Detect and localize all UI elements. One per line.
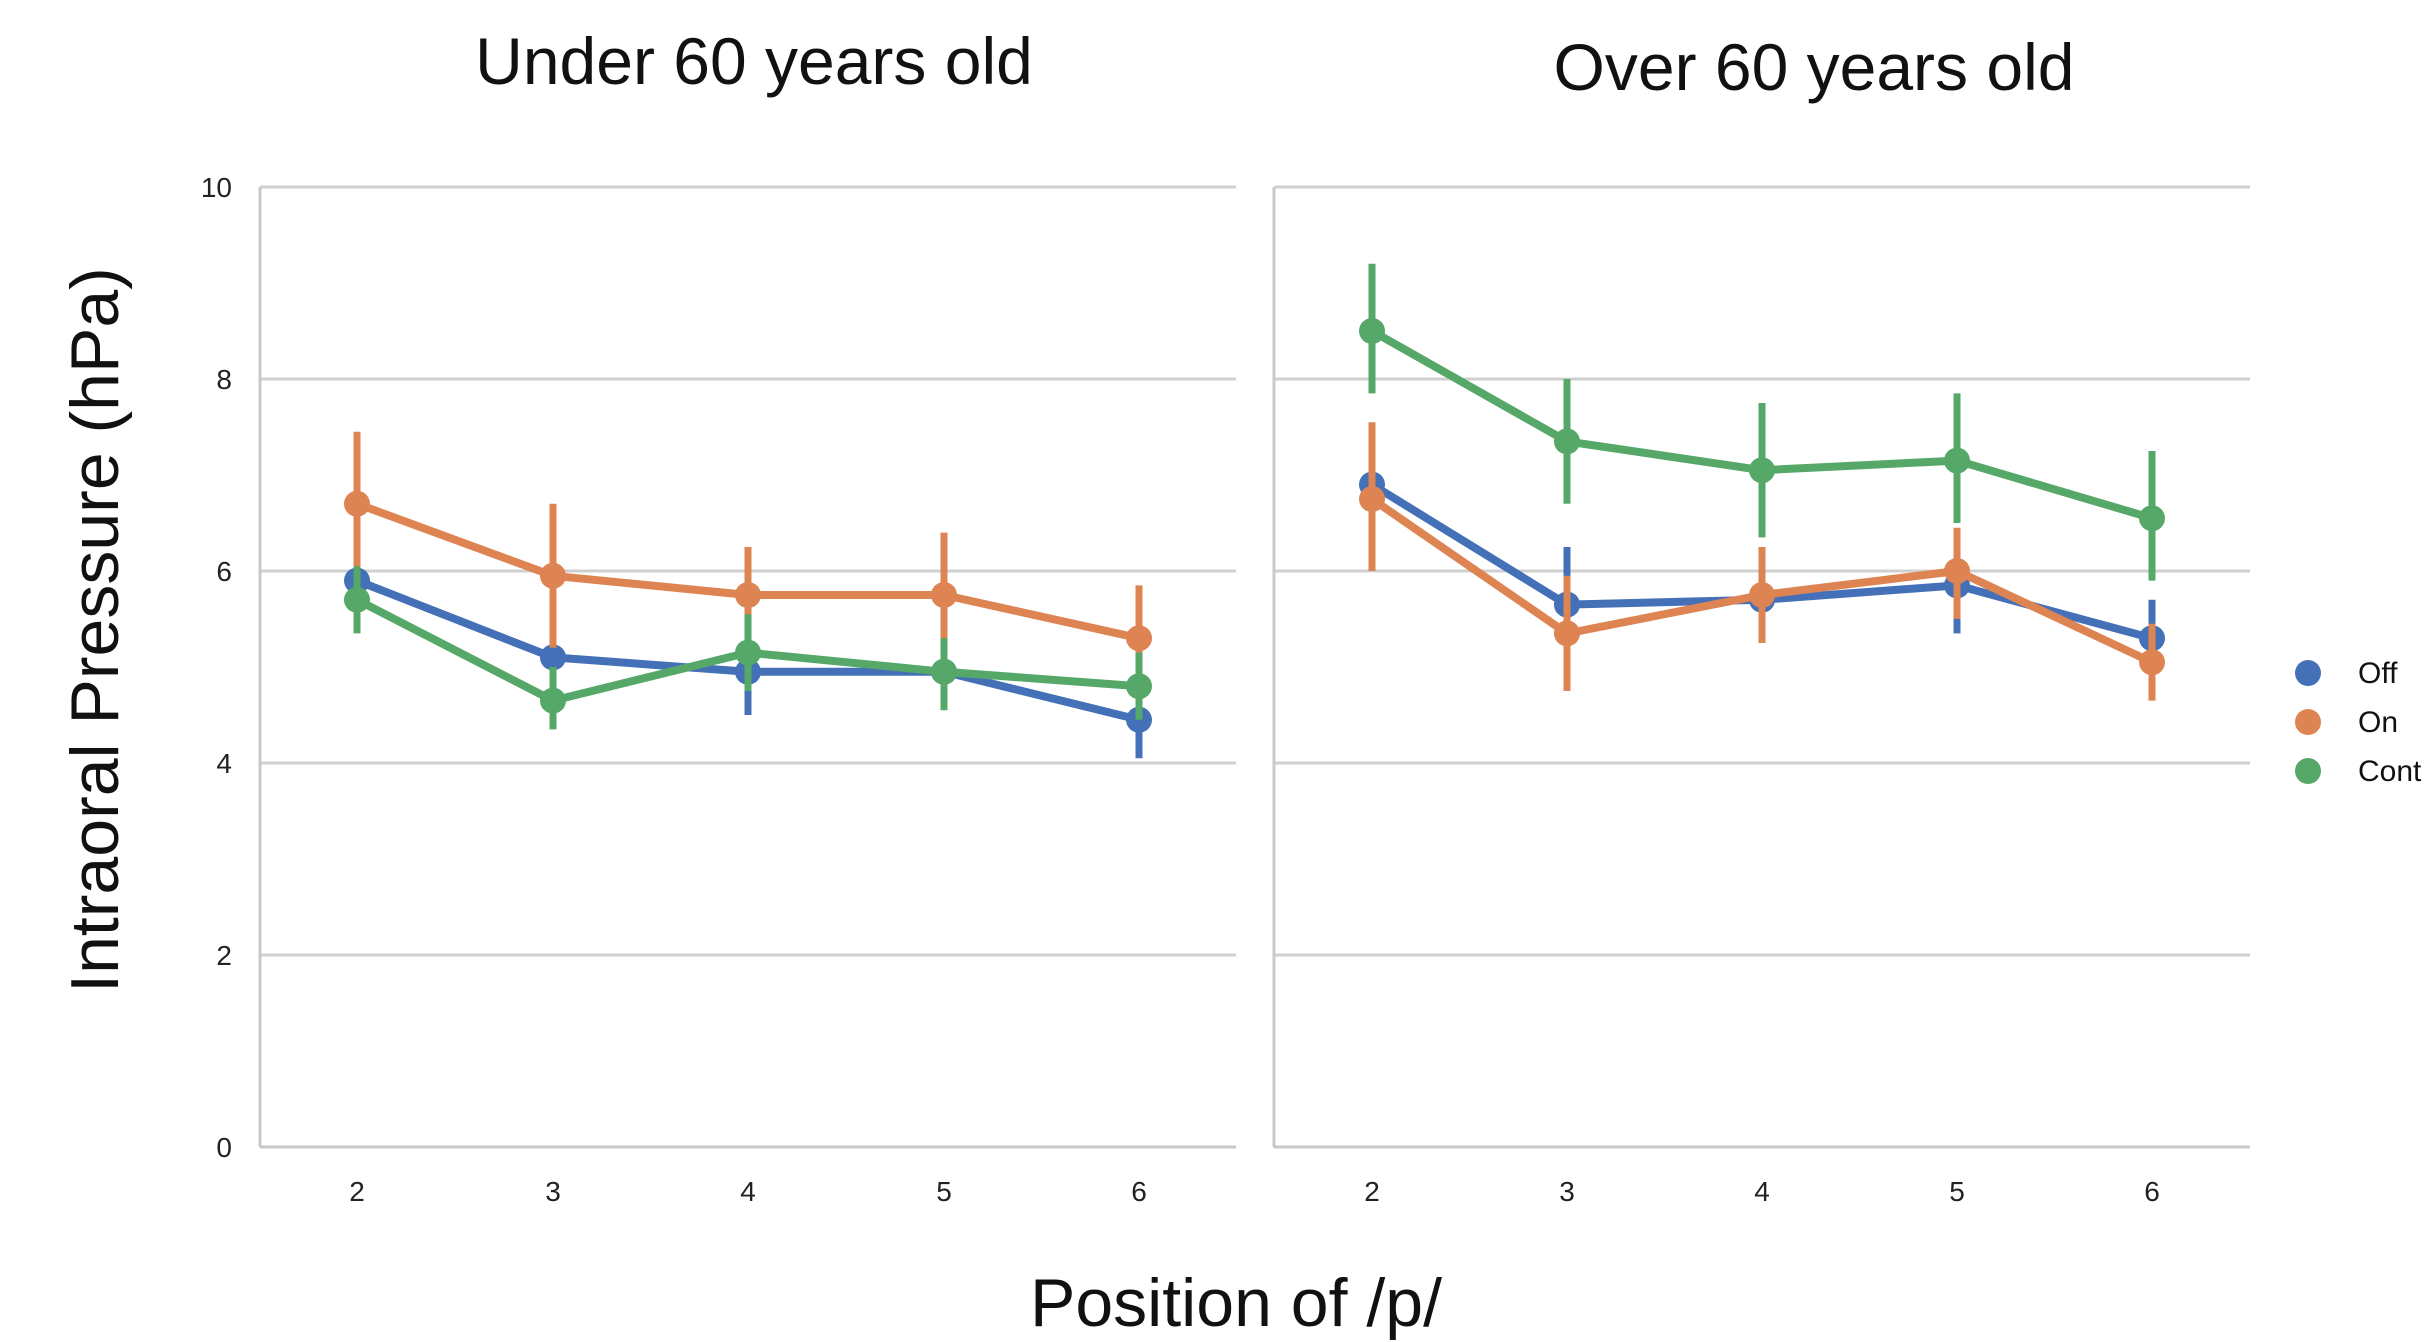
data-point xyxy=(1554,620,1580,647)
data-point xyxy=(1554,428,1580,455)
x-tick-label: 5 xyxy=(936,1176,952,1207)
legend-item-off: Off xyxy=(2295,657,2398,690)
legend-marker xyxy=(2295,758,2321,784)
x-tick-label: 6 xyxy=(2144,1176,2160,1207)
data-point xyxy=(540,644,566,671)
panel-title-over-60: Over 60 years old xyxy=(1554,30,2075,104)
x-axis-title: Position of /p/ xyxy=(1030,1265,1442,1341)
y-tick-label: 0 xyxy=(216,1132,232,1163)
legend-label: Cont xyxy=(2358,755,2422,788)
series-cont xyxy=(1359,263,2165,581)
series-on xyxy=(1359,422,2165,701)
data-point xyxy=(1749,457,1775,484)
data-point xyxy=(344,490,370,517)
data-point xyxy=(2139,649,2165,676)
data-point xyxy=(1359,318,1385,344)
x-tick-label: 4 xyxy=(1754,1176,1770,1207)
x-tick-label: 5 xyxy=(1949,1176,1965,1207)
legend-item-cont: Cont xyxy=(2295,755,2422,788)
panel-over-60: Over 60 years old 2 3 4 5 6 xyxy=(1272,30,2250,1207)
y-tick-label: 6 xyxy=(216,556,232,587)
y-tick-label: 8 xyxy=(216,364,232,395)
legend-marker xyxy=(2295,709,2321,735)
legend-item-on: On xyxy=(2295,706,2398,739)
data-point xyxy=(1126,673,1152,700)
data-point xyxy=(1126,625,1152,652)
panel-under-60: Under 60 years old 2 3 4 5 6 xyxy=(258,24,1236,1207)
data-point xyxy=(1944,558,1970,584)
data-point xyxy=(931,582,957,608)
x-tick-label: 2 xyxy=(349,1176,365,1207)
y-tick-label: 4 xyxy=(216,748,232,779)
y-tick-label: 10 xyxy=(201,172,232,203)
y-axis-title: Intraoral Pressure (hPa) xyxy=(57,267,133,993)
panel-title-under-60: Under 60 years old xyxy=(475,24,1033,98)
data-point xyxy=(931,658,957,685)
x-tick-label: 2 xyxy=(1364,1176,1380,1207)
data-point xyxy=(344,586,370,613)
data-point xyxy=(1749,582,1775,608)
legend-label: Off xyxy=(2358,657,2398,690)
series-cont xyxy=(344,566,1152,730)
data-point xyxy=(540,687,566,714)
data-point xyxy=(735,582,761,608)
legend-label: On xyxy=(2358,706,2398,739)
data-point xyxy=(1944,447,1970,474)
data-point xyxy=(1359,486,1385,512)
x-tick-label: 4 xyxy=(740,1176,756,1207)
y-tick-label: 2 xyxy=(216,940,232,971)
data-point xyxy=(540,562,566,589)
x-tick-label: 3 xyxy=(545,1176,561,1207)
x-tick-label: 6 xyxy=(1131,1176,1147,1207)
legend: Off On Cont xyxy=(2295,657,2422,788)
data-point xyxy=(735,639,761,666)
data-point xyxy=(2139,505,2165,532)
series-on xyxy=(344,431,1152,691)
x-tick-label: 3 xyxy=(1559,1176,1575,1207)
legend-marker xyxy=(2295,660,2321,686)
